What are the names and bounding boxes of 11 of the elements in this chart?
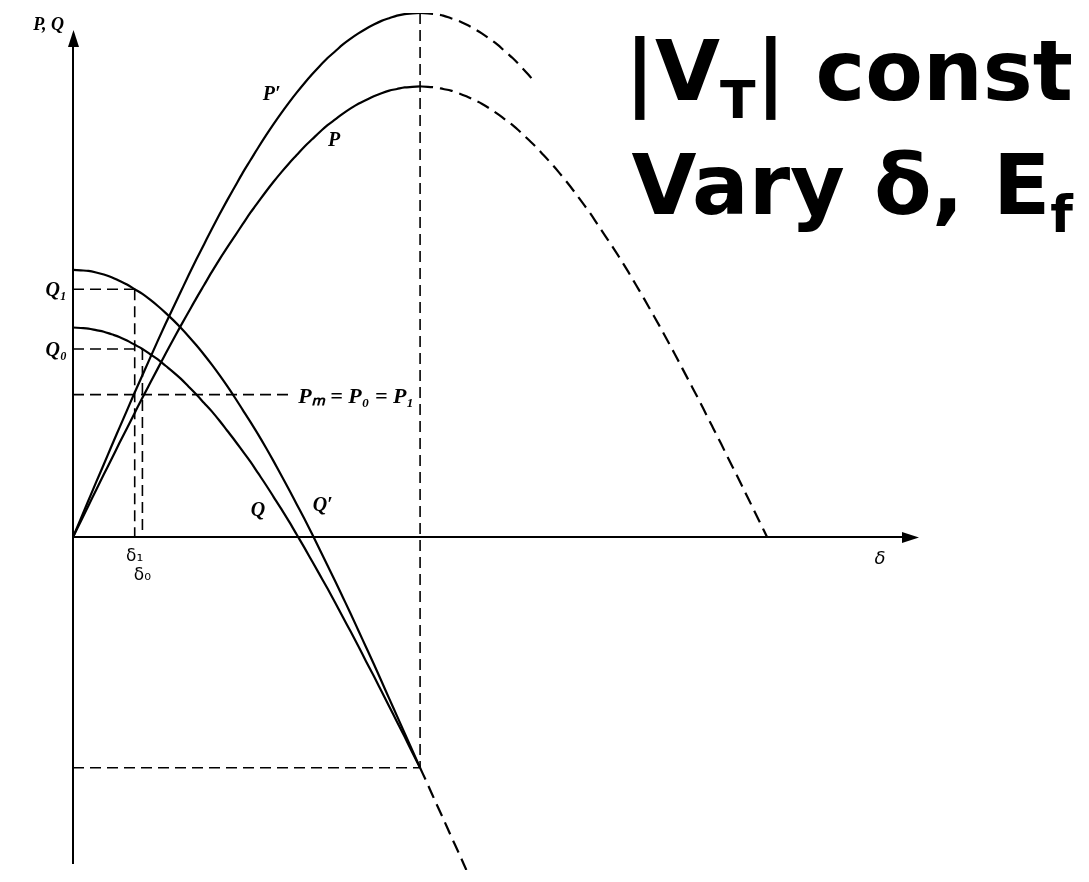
x-tick-label: δ₀ [133, 564, 152, 585]
series-label: Q [250, 497, 266, 520]
y-axis-title: P, Q [32, 14, 65, 34]
x-tick-label: δ₁ [126, 545, 144, 566]
x-axis-title: δ [874, 547, 886, 569]
ref-line-label: Pₘ = P₀ = P₁ [297, 382, 415, 408]
series-label: Q′ [312, 493, 333, 516]
ref-line-label: Q₀ [45, 337, 68, 360]
ref-line-label: Q₁ [45, 278, 68, 301]
series-label: P [327, 128, 342, 151]
series-label: P′ [261, 81, 281, 104]
